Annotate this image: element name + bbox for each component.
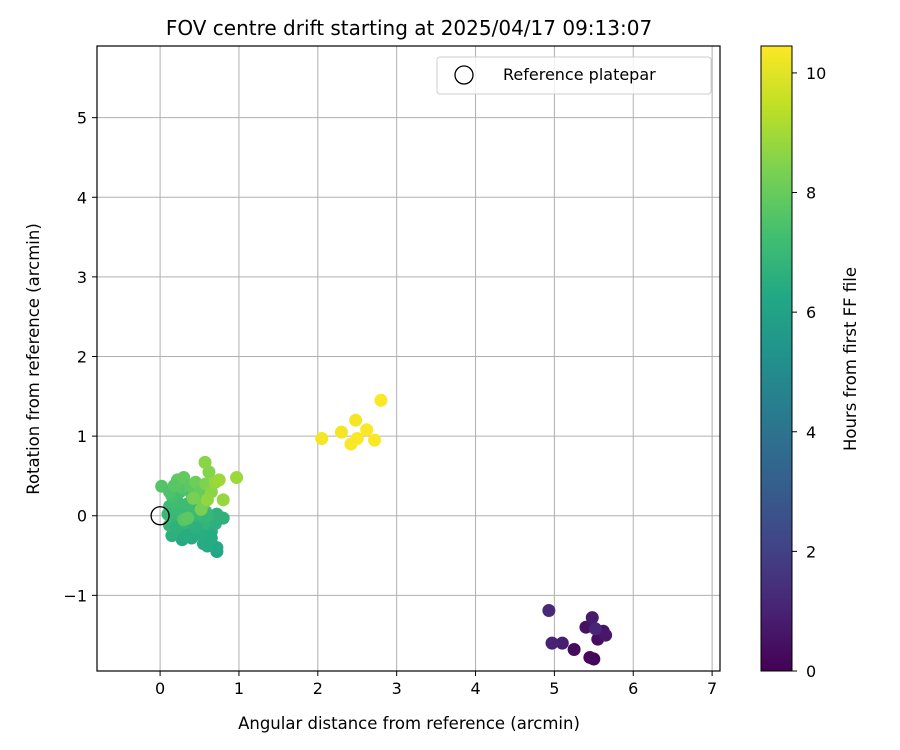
data-point <box>545 636 559 650</box>
legend: Reference platepar <box>436 56 712 95</box>
x-tick-label: 5 <box>549 679 559 698</box>
data-point <box>585 611 599 625</box>
colorbar <box>761 46 792 671</box>
data-point <box>599 628 613 642</box>
data-point <box>186 491 200 505</box>
x-axis-ticks: 0 1 2 3 4 5 6 7 <box>155 671 717 698</box>
y-tick-label: 3 <box>77 268 87 287</box>
data-point <box>555 636 569 650</box>
plot-frame <box>96 45 721 672</box>
data-points <box>155 393 613 666</box>
data-point <box>334 425 348 439</box>
data-point <box>374 393 388 407</box>
data-point <box>350 432 364 446</box>
x-tick-label: 1 <box>234 679 244 698</box>
legend-label: Reference platepar <box>503 65 656 84</box>
data-point <box>161 507 175 521</box>
colorbar-tick-label: 0 <box>806 662 816 681</box>
data-point <box>315 432 329 446</box>
legend-marker <box>454 65 474 85</box>
data-point <box>542 603 556 617</box>
data-point <box>169 521 183 535</box>
chart-title: FOV centre drift starting at 2025/04/17 … <box>166 16 652 40</box>
colorbar-label: Hours from first FF file <box>841 267 860 451</box>
x-tick-label: 0 <box>155 679 165 698</box>
data-point <box>230 471 244 485</box>
grid <box>97 46 720 671</box>
x-tick-label: 7 <box>707 679 717 698</box>
colorbar-tick-label: 2 <box>806 542 816 561</box>
x-tick-label: 2 <box>313 679 323 698</box>
y-axis-ticks: −1 0 1 2 3 4 5 <box>63 109 97 605</box>
y-tick-label: 5 <box>77 109 87 128</box>
data-point <box>167 478 181 492</box>
x-tick-label: 4 <box>470 679 480 698</box>
x-tick-label: 6 <box>628 679 638 698</box>
data-point <box>212 473 226 487</box>
data-point <box>360 423 374 437</box>
data-point <box>368 433 382 447</box>
data-point <box>189 521 203 535</box>
data-point <box>349 413 363 427</box>
y-tick-label: 1 <box>77 427 87 446</box>
data-point <box>588 622 602 636</box>
legend-box <box>436 56 712 95</box>
data-point <box>567 643 581 657</box>
y-tick-label: 0 <box>77 507 87 526</box>
colorbar-tick-label: 4 <box>806 423 816 442</box>
data-point <box>216 493 230 507</box>
data-point <box>583 650 597 664</box>
data-point <box>200 493 214 507</box>
colorbar-ticks: 0 2 4 6 8 10 <box>792 64 826 681</box>
data-point <box>181 511 195 525</box>
y-axis-label: Rotation from reference (arcmin) <box>24 223 43 495</box>
reference-marker-layer <box>150 506 170 526</box>
data-point <box>194 502 208 516</box>
x-tick-label: 3 <box>392 679 402 698</box>
reference-platepar-marker <box>150 506 170 526</box>
data-point <box>204 531 218 545</box>
colorbar-tick-label: 10 <box>806 64 826 83</box>
data-point <box>178 529 192 543</box>
data-point <box>198 455 212 469</box>
x-axis-label: Angular distance from reference (arcmin) <box>238 714 580 733</box>
y-tick-label: −1 <box>63 586 87 605</box>
y-tick-label: 4 <box>77 188 87 207</box>
colorbar-tick-label: 6 <box>806 303 816 322</box>
y-tick-label: 2 <box>77 348 87 367</box>
colorbar-tick-label: 8 <box>806 184 816 203</box>
colorbar-frame <box>760 45 793 672</box>
